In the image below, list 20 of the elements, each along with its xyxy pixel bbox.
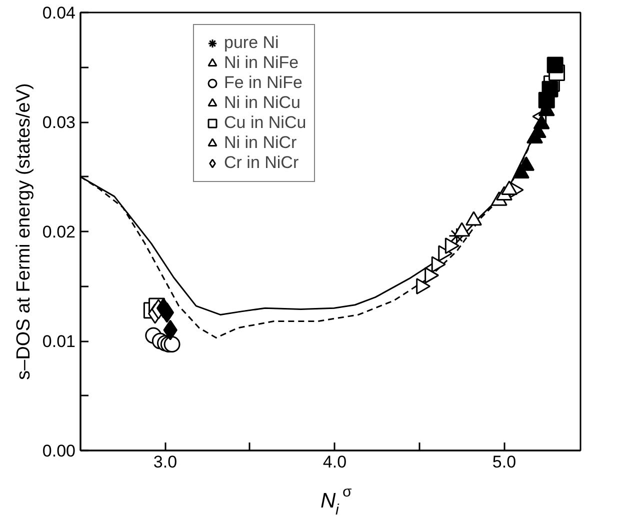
legend-label: Ni in NiCu xyxy=(224,93,301,113)
x-tick-label: 4.0 xyxy=(322,452,347,472)
legend-label: Ni in NiFe xyxy=(224,53,299,73)
y-tick-label: 0.02 xyxy=(42,222,76,242)
y-axis-title: s–DOS at Fermi energy (states/eV) xyxy=(13,83,34,380)
y-tick-label: 0.00 xyxy=(42,442,76,460)
y-tick-label: 0.03 xyxy=(42,113,76,132)
point xyxy=(448,228,466,244)
legend-label: pure Ni xyxy=(224,33,279,53)
legend-label: Fe in NiFe xyxy=(224,73,302,93)
point xyxy=(546,56,564,74)
x-tick-label: 5.0 xyxy=(492,452,516,472)
y-tick-label: 0.01 xyxy=(42,332,76,351)
point xyxy=(542,80,558,98)
legend-label: Cr in NiCr xyxy=(224,153,299,173)
x-tick-label: 3.0 xyxy=(153,452,178,472)
legend-label: Cu in NiCu xyxy=(224,113,306,133)
point xyxy=(164,336,180,353)
legend-label: Ni in NiCr xyxy=(224,133,297,153)
y-tick-label: 0.04 xyxy=(42,4,76,22)
